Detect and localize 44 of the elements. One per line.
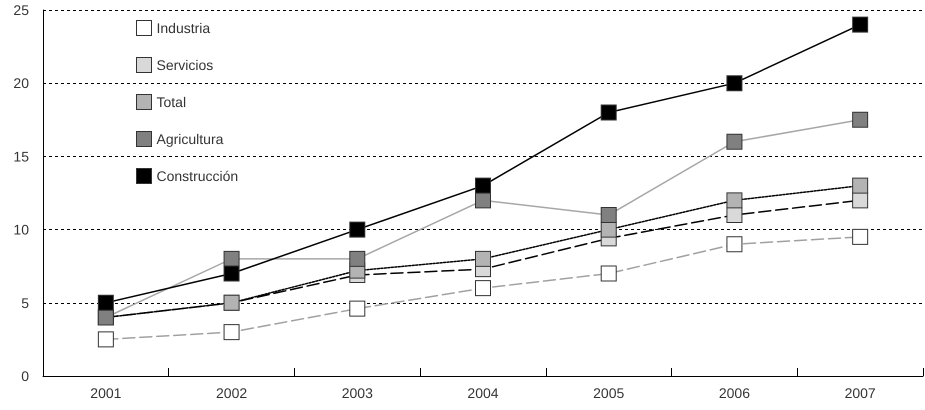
point [475, 280, 491, 296]
point [475, 192, 491, 208]
point [98, 331, 114, 348]
y-tick-label: 10 [13, 222, 30, 238]
point [475, 250, 491, 267]
point [349, 250, 366, 267]
point [600, 222, 617, 238]
y-tick-label: 20 [13, 75, 30, 92]
x-tick-label: 2001 [90, 385, 122, 401]
legend-label: Total [156, 94, 186, 110]
point [852, 112, 868, 128]
x-tick-label: 2003 [342, 385, 374, 401]
point [600, 206, 617, 223]
point [852, 16, 868, 33]
y-tick-label: 25 [13, 2, 30, 18]
x-tick-label: 2005 [593, 385, 624, 401]
point [475, 178, 491, 194]
legend-label: Industria [156, 20, 210, 36]
legend-label: Servicios [156, 57, 214, 73]
x-tick-label: 2006 [718, 385, 750, 401]
legend-label: Agricultura [156, 131, 224, 147]
point [224, 324, 240, 340]
x-tick-label: 2007 [844, 385, 876, 401]
point [726, 206, 742, 223]
legend-label: Construcción [156, 168, 238, 184]
point [852, 228, 868, 245]
y-tick-label: 15 [13, 148, 30, 164]
x-tick-label: 2004 [467, 385, 499, 401]
x-tick-label: 2002 [216, 385, 248, 401]
point [726, 134, 742, 150]
point [349, 300, 366, 317]
point [726, 236, 742, 252]
point [224, 266, 240, 282]
point [600, 266, 617, 282]
point [98, 294, 114, 311]
point [852, 178, 868, 194]
point [600, 104, 617, 120]
point [852, 192, 868, 208]
y-tick-label: 5 [21, 294, 30, 311]
point [726, 75, 742, 92]
point [726, 192, 742, 208]
point [349, 222, 366, 238]
point [224, 250, 240, 267]
y-tick-label: 0 [21, 368, 30, 384]
